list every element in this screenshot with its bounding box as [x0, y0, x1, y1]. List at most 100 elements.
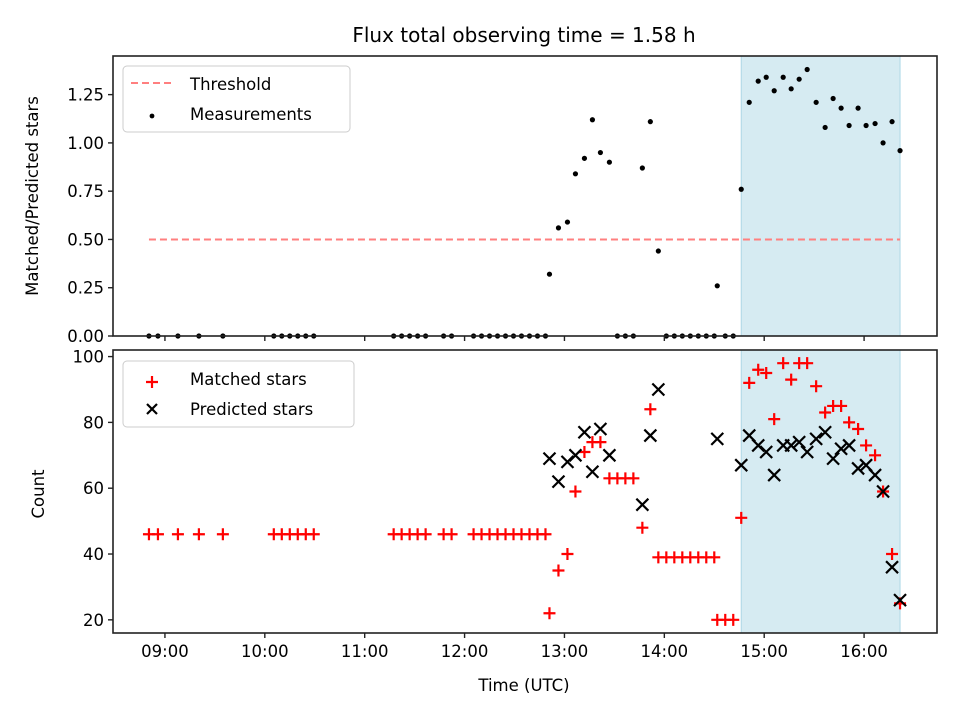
y-tick-label: 0.25 [67, 279, 104, 298]
measurement-point [788, 86, 794, 92]
top-axes: Flux total observing time = 1.58 h Match… [23, 23, 938, 346]
measurement-point [655, 248, 661, 254]
x-axis-label: Time (UTC) [477, 676, 569, 695]
measurement-point [804, 66, 810, 73]
predicted-star-point [809, 432, 823, 446]
legend-label-matched: Matched stars [190, 370, 307, 389]
matched-star-point [594, 436, 607, 449]
predicted-star-point [792, 435, 806, 449]
predicted-star-point [851, 461, 865, 476]
matched-star-point [869, 449, 882, 462]
legend-label-threshold: Threshold [189, 75, 271, 94]
matched-star-point [543, 607, 556, 620]
y-tick-label: 100 [73, 348, 105, 367]
matched-star-point [578, 446, 591, 459]
measurement-point [546, 271, 553, 277]
matched-star-point [636, 521, 649, 534]
measurement-point [796, 76, 802, 82]
measurement-point [889, 119, 895, 125]
matched-star-point [743, 376, 756, 389]
legend-label-measurements: Measurements [190, 105, 312, 124]
y-axis-label-ratio: Matched/Predicted stars [23, 96, 42, 296]
measurement-point [597, 149, 604, 156]
measurement-point [564, 219, 571, 225]
measurement-point [780, 74, 786, 80]
matched-star-point [886, 548, 899, 561]
matched-star-point [307, 528, 320, 541]
predicted-star-point [643, 428, 658, 443]
legend-box [122, 65, 351, 133]
predicted-star-point [834, 441, 848, 456]
matched-star-point [561, 548, 574, 561]
predicted-star-point [585, 464, 600, 479]
matched-star-point [777, 357, 790, 370]
predicted-star-point [577, 425, 592, 440]
bottom-axes-frame [112, 349, 938, 634]
measurement-point [581, 155, 588, 161]
matched-star-point [569, 485, 582, 498]
measurement-point [830, 95, 836, 102]
y-tick-label: 1.25 [67, 86, 104, 105]
matched-star-point [727, 613, 740, 626]
y-tick-label: 0.00 [67, 327, 104, 346]
x-tick-label: 11:00 [341, 642, 389, 661]
matched-star-point [760, 367, 773, 380]
predicted-star-point [542, 451, 557, 466]
measurement-point [755, 78, 761, 84]
matched-star-point [801, 357, 814, 370]
highlight-span [740, 55, 901, 337]
matched-star-point [819, 406, 832, 419]
x-tick-label: 10:00 [241, 642, 289, 661]
predicted-star-point [842, 438, 856, 453]
matched-star-point [860, 439, 873, 452]
matched-star-point [644, 403, 657, 416]
matched-star-point [627, 472, 640, 485]
top-legend: Threshold Measurements [122, 65, 351, 133]
legend-matched-swatch [146, 376, 158, 388]
legend-box [122, 360, 355, 428]
matched-star-point [171, 528, 184, 541]
y-tick-label: 40 [83, 545, 104, 564]
x-tick-label: 15:00 [740, 642, 788, 661]
matched-star-point [708, 551, 721, 564]
predicted-star-point [759, 445, 773, 459]
y-tick-label: 0.50 [67, 230, 104, 249]
predicted-star-point [868, 468, 882, 482]
bottom-legend: Matched stars Predicted stars [122, 360, 355, 428]
measurement-point [822, 124, 828, 131]
x-tick-label: 09:00 [141, 642, 189, 661]
y-tick-label: 60 [83, 479, 104, 498]
legend-measurements-swatch [149, 113, 155, 119]
matched-star-point [419, 528, 432, 541]
y-axis-label-count: Count [29, 469, 48, 519]
measurement-point [846, 122, 852, 129]
predicted-star-point [893, 593, 907, 607]
bottom-axes: Count Time (UTC) 20 40 60 80 100 09:00 10:00 11… [29, 348, 938, 695]
matched-star-point [151, 528, 164, 541]
y-tick-label: 1.00 [67, 134, 104, 153]
matched-star-point [852, 422, 865, 435]
predicted-star-point [602, 448, 617, 463]
measurement-point [880, 140, 886, 146]
measurement-point [714, 283, 720, 289]
predicted-star-point [885, 560, 899, 574]
predicted-star-point [800, 445, 814, 459]
matched-star-point [445, 528, 458, 541]
predicted-star-point [551, 474, 566, 489]
matched-star-point [768, 413, 781, 426]
y-tick-label: 80 [83, 413, 104, 432]
measurement-point [746, 99, 752, 105]
x-tick-label: 14:00 [641, 642, 689, 661]
measurement-point [763, 74, 769, 80]
predicted-star-point [784, 438, 798, 453]
measurement-point [863, 122, 869, 129]
matched-star-point [539, 528, 552, 541]
predicted-star-point [767, 468, 781, 482]
measurement-point [872, 120, 878, 127]
matched-star-point [552, 564, 565, 577]
predicted-star-point [710, 432, 725, 446]
y-tick-label: 20 [83, 611, 104, 630]
measurement-point [838, 105, 844, 111]
measurement-point [589, 117, 596, 123]
